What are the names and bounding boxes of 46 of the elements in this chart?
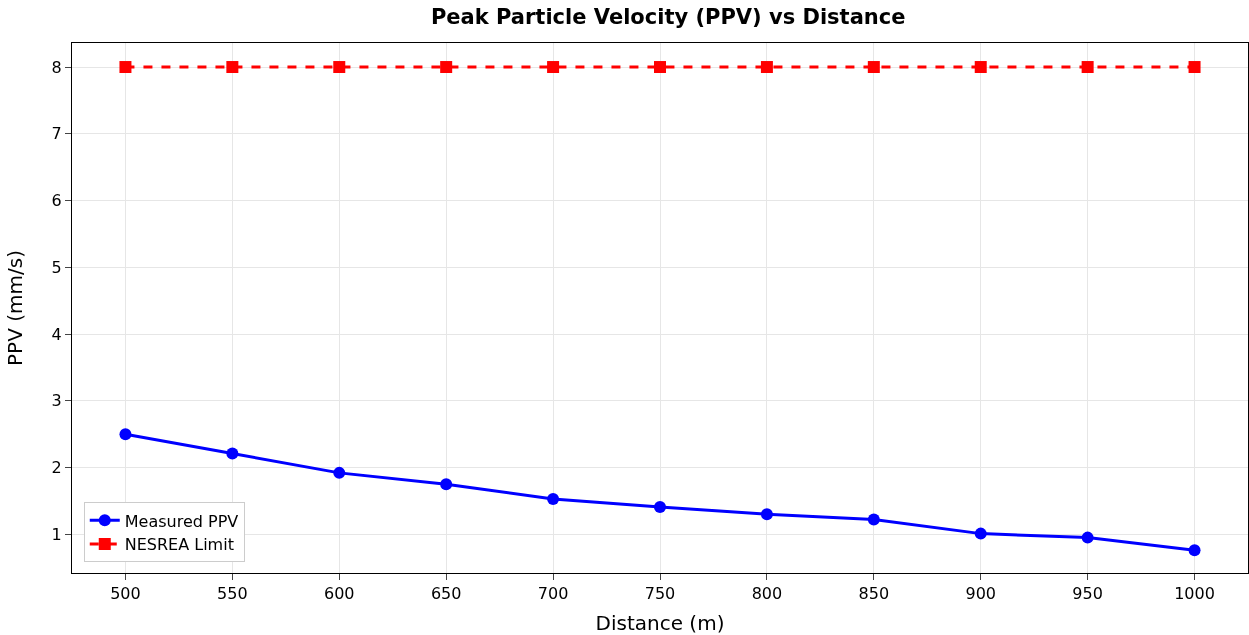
point <box>974 527 987 540</box>
point <box>333 466 346 479</box>
x-tick-label: 950 <box>1072 584 1103 604</box>
legend-label: NESREA Limit <box>124 535 234 555</box>
y-axis-title: PPV (mm/s) <box>3 250 27 366</box>
x-tick-label: 1000 <box>1174 584 1215 604</box>
point <box>974 61 987 74</box>
point <box>654 61 666 74</box>
point <box>547 492 560 505</box>
point <box>1081 61 1094 74</box>
x-axis-title: Distance (m) <box>595 611 725 635</box>
x-tick-label: 500 <box>110 584 141 604</box>
point <box>760 61 773 74</box>
y-tick-label: 3 <box>51 391 62 411</box>
y-tick-label: 5 <box>51 257 62 277</box>
x-tick-label: 900 <box>965 584 996 604</box>
y-tick-label: 6 <box>51 191 62 211</box>
x-tick-label: 700 <box>537 584 569 604</box>
y-tick-label: 8 <box>51 57 62 77</box>
y-tick-label: 7 <box>51 124 62 144</box>
point <box>547 61 560 74</box>
point <box>440 61 453 74</box>
chart-title: Peak Particle Velocity (PPV) vs Distance <box>430 5 906 30</box>
x-tick-label: 850 <box>858 584 890 604</box>
legend-label: Measured PPV <box>124 511 239 531</box>
x-tick-label: 650 <box>430 584 462 604</box>
y-tick-label: 4 <box>51 324 62 344</box>
point <box>226 61 239 74</box>
y-tick-label: 2 <box>51 458 62 478</box>
point <box>226 447 239 460</box>
point <box>1081 531 1094 544</box>
point <box>867 513 880 526</box>
x-tick-label: 600 <box>324 584 355 604</box>
x-tick-label: 550 <box>217 584 248 604</box>
x-tick-label: 800 <box>751 584 783 604</box>
point <box>1188 544 1201 557</box>
y-tick-label: 1 <box>51 524 62 544</box>
point <box>440 478 453 491</box>
point <box>1188 61 1201 74</box>
point <box>119 61 132 74</box>
point <box>867 61 880 74</box>
point <box>119 428 132 441</box>
x-tick-label: 750 <box>644 584 676 604</box>
point <box>760 508 773 521</box>
point <box>654 500 666 513</box>
point <box>333 61 346 74</box>
